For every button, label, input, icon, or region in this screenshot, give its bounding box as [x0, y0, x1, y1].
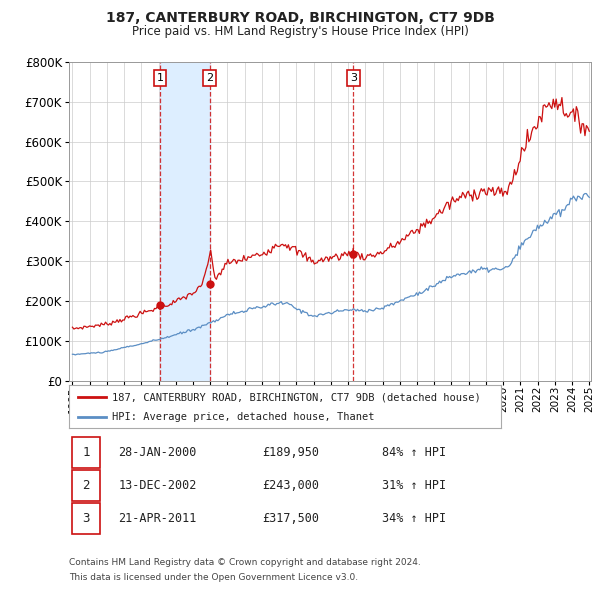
Text: 1: 1 — [82, 445, 90, 459]
Text: 13-DEC-2002: 13-DEC-2002 — [119, 478, 197, 492]
Text: 3: 3 — [350, 73, 357, 83]
Text: 31% ↑ HPI: 31% ↑ HPI — [382, 478, 446, 492]
Text: 84% ↑ HPI: 84% ↑ HPI — [382, 445, 446, 459]
Text: 3: 3 — [82, 512, 90, 525]
Text: 2: 2 — [206, 73, 213, 83]
FancyBboxPatch shape — [71, 470, 100, 501]
FancyBboxPatch shape — [71, 503, 100, 534]
Text: £317,500: £317,500 — [262, 512, 319, 525]
Text: This data is licensed under the Open Government Licence v3.0.: This data is licensed under the Open Gov… — [69, 573, 358, 582]
Text: £243,000: £243,000 — [262, 478, 319, 492]
Text: 187, CANTERBURY ROAD, BIRCHINGTON, CT7 9DB: 187, CANTERBURY ROAD, BIRCHINGTON, CT7 9… — [106, 11, 494, 25]
Bar — [160, 62, 209, 381]
Text: 21-APR-2011: 21-APR-2011 — [119, 512, 197, 525]
Text: £189,950: £189,950 — [262, 445, 319, 459]
Text: HPI: Average price, detached house, Thanet: HPI: Average price, detached house, Than… — [112, 412, 374, 422]
Text: 2: 2 — [82, 478, 90, 492]
FancyBboxPatch shape — [71, 437, 100, 468]
Text: Price paid vs. HM Land Registry's House Price Index (HPI): Price paid vs. HM Land Registry's House … — [131, 25, 469, 38]
Text: 1: 1 — [157, 73, 163, 83]
Text: 28-JAN-2000: 28-JAN-2000 — [119, 445, 197, 459]
Text: 34% ↑ HPI: 34% ↑ HPI — [382, 512, 446, 525]
Text: Contains HM Land Registry data © Crown copyright and database right 2024.: Contains HM Land Registry data © Crown c… — [69, 558, 421, 566]
Text: 187, CANTERBURY ROAD, BIRCHINGTON, CT7 9DB (detached house): 187, CANTERBURY ROAD, BIRCHINGTON, CT7 9… — [112, 392, 481, 402]
